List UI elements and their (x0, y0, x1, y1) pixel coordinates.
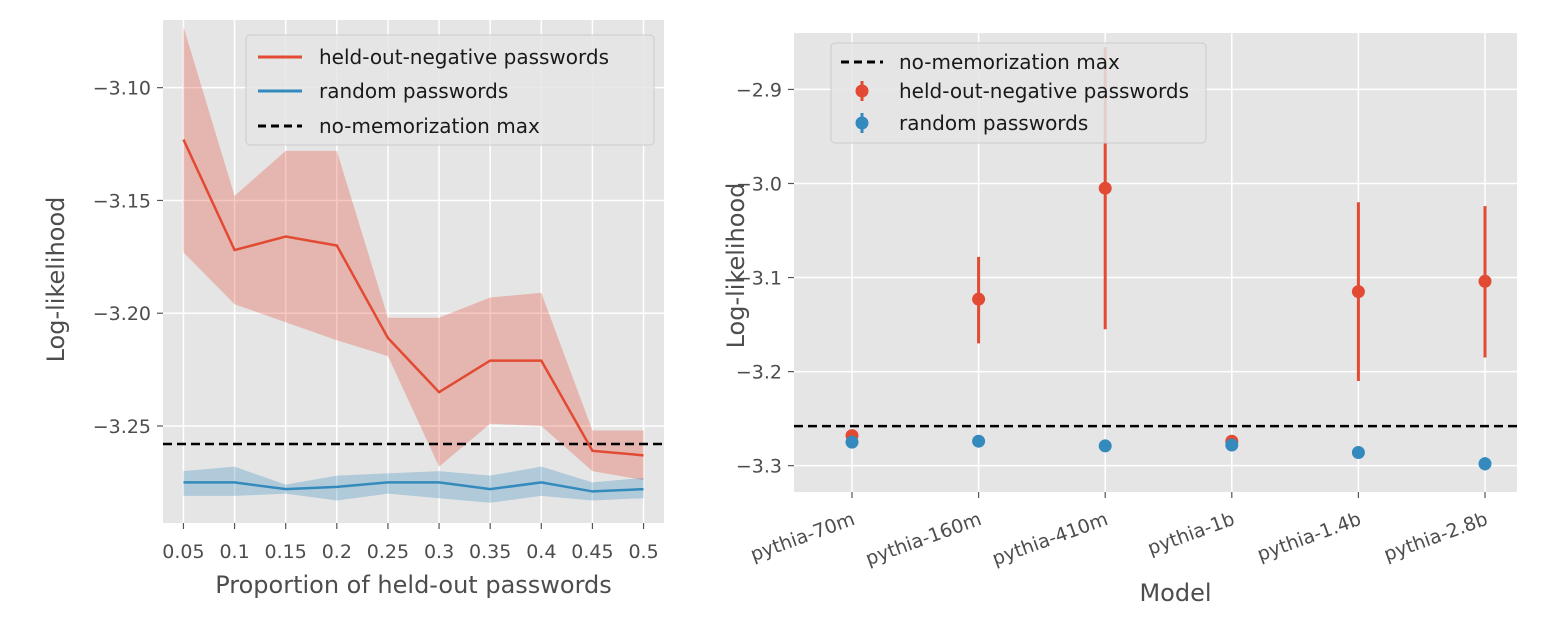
left-x-tick-label: 0.1 (219, 541, 249, 563)
right-x-tick-label: pythia-2.8b (1381, 508, 1491, 566)
left-y-tick-label: −3.10 (93, 78, 151, 100)
right-legend-swatch-random-dot (855, 116, 869, 130)
right-y-tick-label: −3.3 (736, 456, 782, 478)
left-line-random (183, 481, 644, 493)
left-x-axis-label: Proportion of held-out passwords (215, 571, 612, 599)
left-legend-label-held-out: held-out-negative passwords (319, 45, 609, 69)
left-x-tick-label: 0.15 (265, 541, 307, 563)
right-point-random (1225, 438, 1239, 452)
left-x-tick-label: 0.35 (469, 541, 511, 563)
right-legend-label-held-out: held-out-negative passwords (899, 79, 1189, 103)
left-x-tick-label: 0.2 (322, 541, 352, 563)
right-point-held-out (1351, 285, 1365, 299)
right-legend: no-memorization max held-out-negative pa… (830, 42, 1207, 144)
right-y-tick-label: −3.2 (736, 362, 782, 384)
left-series-lines (163, 139, 664, 493)
right-y-tick-label: −3.0 (736, 173, 782, 195)
left-band-random (183, 466, 644, 503)
left-band-held-out (183, 26, 644, 481)
right-x-tick-label: pythia-1.4b (1254, 508, 1364, 566)
left-x-tick-label: 0.4 (526, 541, 556, 563)
right-point-held-out (1098, 181, 1112, 195)
left-y-axis-label: Log-likelihood (42, 197, 70, 363)
right-point-random (1098, 439, 1112, 453)
right-y-tick-label: −3.1 (736, 268, 782, 290)
right-x-tick-label: pythia-160m (863, 508, 985, 570)
left-x-tick-label: 0.05 (162, 541, 204, 563)
right-point-held-out (1478, 274, 1492, 288)
left-confidence-bands (183, 26, 644, 503)
right-legend-label-random: random passwords (899, 111, 1088, 135)
right-x-tick-label: pythia-410m (989, 508, 1111, 570)
right-y-tick-label: −2.9 (736, 79, 782, 101)
right-point-random (1351, 445, 1365, 459)
left-x-tick-label: 0.45 (571, 541, 613, 563)
right-point-random (1478, 457, 1492, 471)
left-line-held-out (182, 139, 644, 457)
left-legend: held-out-negative passwords random passw… (245, 34, 655, 146)
left-legend-box (245, 34, 655, 146)
right-chart-panel: pythia-70m pythia-160m pythia-410m pythia-1… (722, 33, 1517, 607)
right-x-tick-label: pythia-70m (748, 508, 858, 566)
left-y-tick-label: −3.20 (93, 303, 151, 325)
right-point-random (845, 435, 859, 449)
right-point-random (972, 434, 986, 448)
left-chart-panel: 0.05 0.1 0.15 0.2 0.25 0.3 0.35 0.4 0.45 0.5 −3.10… (42, 20, 664, 599)
left-x-tick-label: 0.25 (367, 541, 409, 563)
left-x-tick-label: 0.5 (628, 541, 658, 563)
right-legend-swatch-held-out-dot (855, 84, 869, 98)
right-point-held-out (972, 292, 986, 306)
right-legend-label-baseline: no-memorization max (899, 50, 1120, 74)
left-y-tick-label: −3.15 (93, 190, 151, 212)
left-tick-labels: 0.05 0.1 0.15 0.2 0.25 0.3 0.35 0.4 0.45 0.5 −3.10… (93, 78, 659, 563)
left-y-tick-label: −3.25 (93, 416, 151, 438)
left-legend-label-random: random passwords (319, 79, 508, 103)
left-x-tick-label: 0.3 (424, 541, 454, 563)
right-x-tick-label: pythia-1b (1145, 508, 1238, 560)
left-legend-label-baseline: no-memorization max (319, 114, 540, 138)
right-y-axis-label: Log-likelihood (722, 183, 750, 349)
right-x-axis-label: Model (1139, 579, 1211, 607)
right-legend-box (830, 42, 1207, 144)
